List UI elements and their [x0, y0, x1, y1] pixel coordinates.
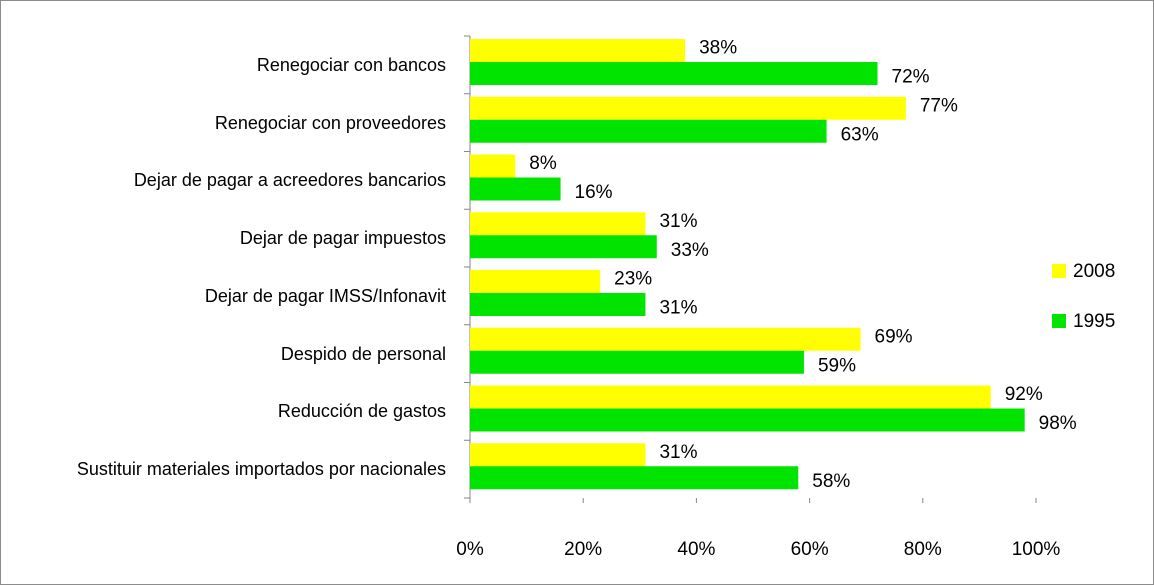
bar	[470, 408, 1025, 432]
data-label: 63%	[841, 124, 879, 145]
bar	[470, 350, 804, 374]
legend-swatch	[1052, 314, 1066, 328]
x-tick-label: 20%	[564, 539, 602, 560]
bar	[470, 385, 991, 409]
x-tick-label: 100%	[1012, 539, 1061, 560]
category-label: Reducción de gastos	[277, 401, 446, 422]
x-tick-label: 0%	[456, 539, 484, 560]
x-tick-label: 40%	[677, 539, 715, 560]
bar	[470, 119, 827, 143]
bar	[470, 327, 861, 351]
category-label: Despido de personal	[280, 343, 446, 364]
bar	[470, 212, 646, 236]
bar	[470, 96, 906, 120]
category-label: Renegociar con bancos	[256, 54, 446, 75]
category-label: Dejar de pagar a acreedores bancarios	[133, 170, 446, 191]
data-label: 92%	[1005, 384, 1043, 405]
data-label: 31%	[659, 442, 697, 463]
bar	[470, 443, 646, 467]
data-label: 72%	[892, 67, 930, 88]
bar	[470, 62, 878, 85]
data-label: 31%	[659, 298, 697, 319]
data-label: 33%	[671, 240, 709, 261]
data-label: 38%	[699, 38, 737, 59]
data-label: 16%	[575, 182, 613, 203]
data-label: 59%	[818, 355, 856, 376]
x-tick-label: 60%	[791, 539, 829, 560]
legend-label: 1995	[1073, 311, 1115, 332]
data-label: 23%	[614, 269, 652, 290]
bar	[470, 293, 646, 316]
legend-label: 2008	[1073, 261, 1115, 282]
x-tick-label: 80%	[904, 539, 942, 560]
bar	[470, 39, 686, 62]
data-label: 31%	[659, 211, 697, 232]
bar	[470, 177, 561, 201]
data-label: 98%	[1039, 413, 1077, 434]
data-label: 69%	[875, 326, 913, 347]
data-label: 58%	[812, 471, 850, 492]
data-label: 77%	[920, 95, 958, 116]
data-label: 8%	[529, 153, 557, 174]
bar	[470, 235, 657, 259]
category-label: Sustituir materiales importados por naci…	[76, 459, 446, 480]
category-label: Renegociar con proveedores	[214, 112, 446, 133]
bar	[470, 466, 799, 490]
category-label: Dejar de pagar impuestos	[239, 228, 446, 249]
bar	[470, 270, 601, 293]
bar	[470, 154, 516, 178]
category-label: Dejar de pagar IMSS/Infonavit	[204, 285, 446, 306]
legend-swatch	[1052, 264, 1066, 278]
